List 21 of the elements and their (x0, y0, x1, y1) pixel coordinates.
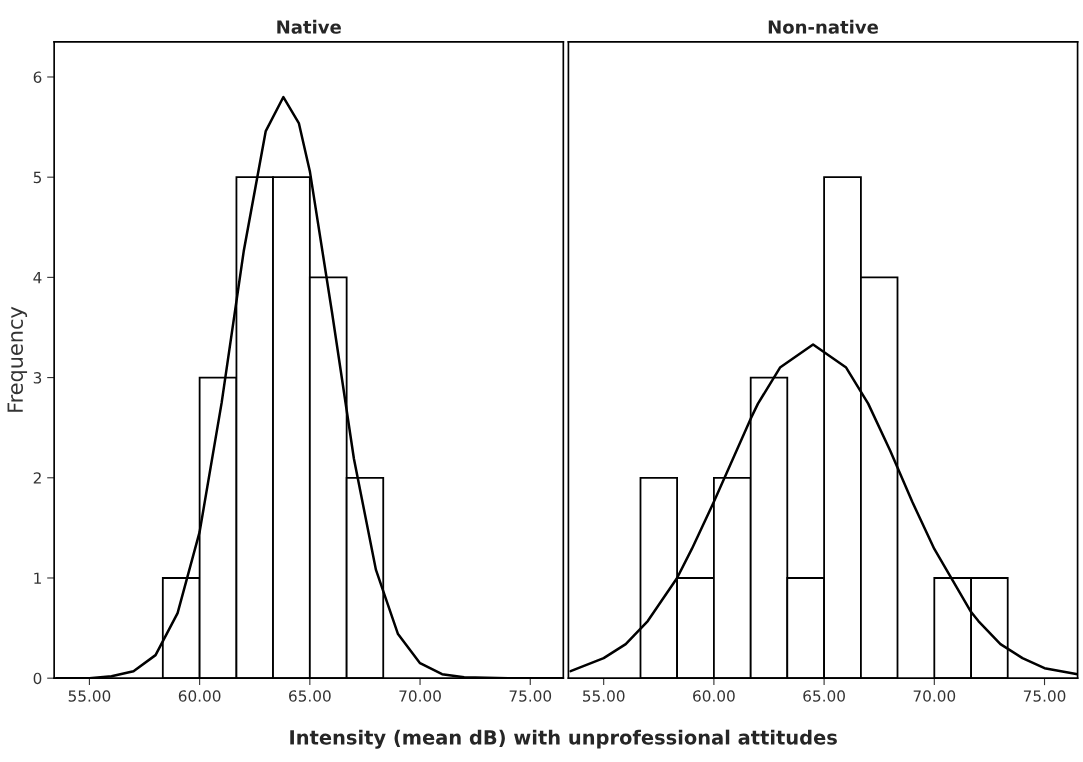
x-tick-label: 65.00 (289, 690, 331, 702)
y-tick-label: 2 (33, 472, 41, 484)
y-axis-title: Frequency (7, 306, 28, 412)
x-tick-label: 70.00 (399, 690, 441, 702)
x-tick-label: 55.00 (68, 690, 111, 702)
chart-title: Non-native (768, 19, 878, 34)
y-tick-label: 3 (33, 372, 42, 384)
y-tick-label: 4 (33, 272, 42, 284)
x-tick-label: 55.00 (582, 690, 625, 702)
x-tick-label: 75.00 (1023, 690, 1066, 702)
x-tick-label: 65.00 (803, 690, 845, 702)
y-tick-label: 6 (33, 71, 42, 83)
x-axis-title: Intensity (mean dB) with unprofessional attitudes (290, 729, 837, 749)
x-tick-label: 75.00 (509, 690, 552, 702)
y-tick-label: 0 (33, 672, 42, 685)
x-tick-label: 60.00 (693, 690, 735, 702)
y-tick-label: 1 (34, 572, 41, 584)
y-tick-label: 5 (33, 171, 42, 184)
x-tick-label: 60.00 (178, 690, 221, 702)
x-tick-label: 70.00 (913, 690, 956, 702)
chart-title: Native (277, 19, 341, 34)
